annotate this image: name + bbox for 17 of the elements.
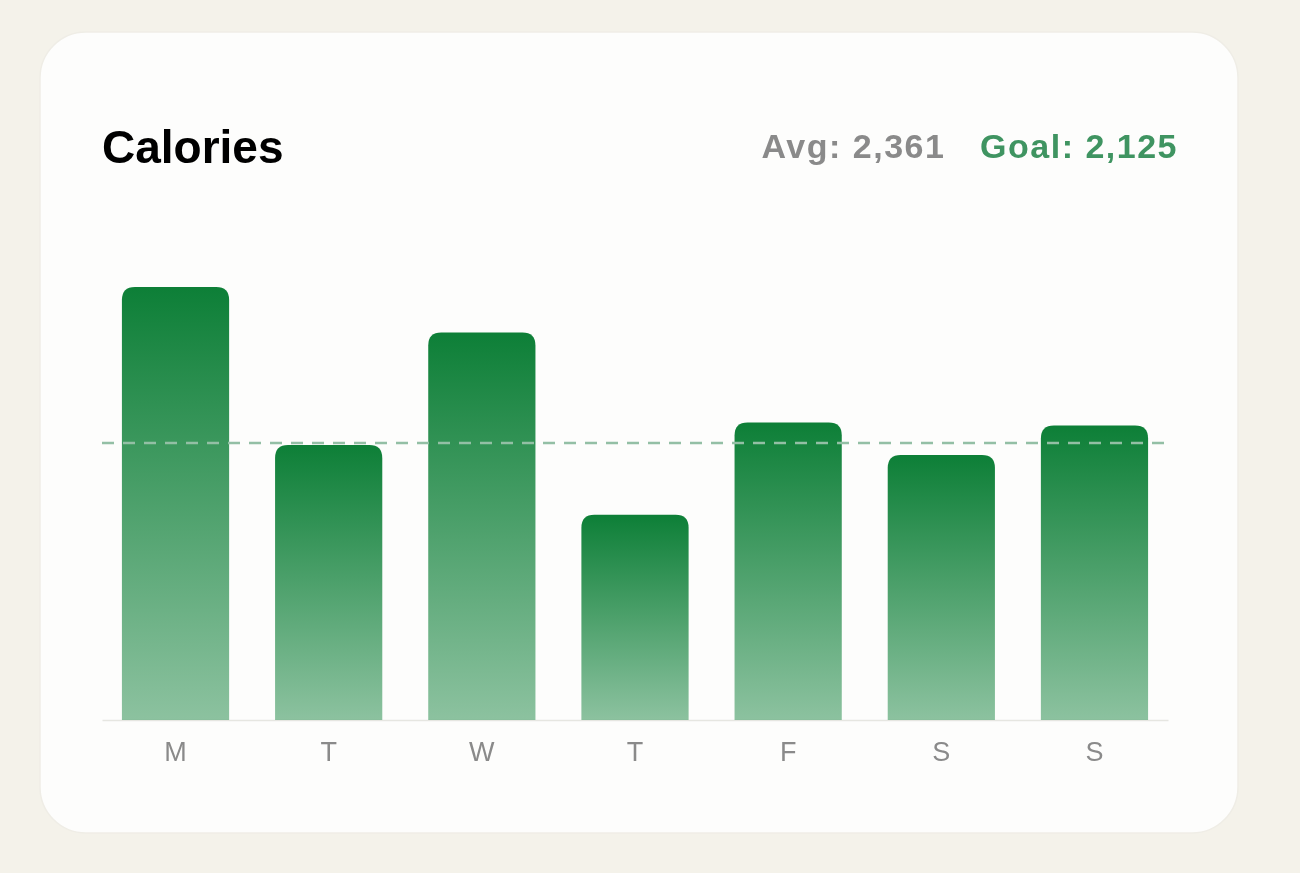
- bar: [121, 287, 230, 720]
- x-tick-label: F: [779, 737, 797, 768]
- bar: [275, 445, 383, 720]
- bar: [581, 514, 689, 720]
- x-tick-label: M: [164, 737, 187, 768]
- x-tick-label: W: [469, 737, 496, 768]
- x-tick-label: T: [626, 737, 644, 768]
- chart-title: Calories: [102, 121, 284, 173]
- text: Goal: 2,125: [980, 127, 1178, 165]
- bar: [1040, 425, 1149, 720]
- bar: [428, 332, 536, 720]
- x-tick-label: T: [320, 737, 337, 768]
- bar: [887, 455, 995, 720]
- text: Avg: 2,361: [761, 127, 946, 165]
- x-tick-label: S: [1085, 737, 1104, 768]
- x-tick-label: S: [932, 737, 951, 768]
- bar: [734, 422, 842, 720]
